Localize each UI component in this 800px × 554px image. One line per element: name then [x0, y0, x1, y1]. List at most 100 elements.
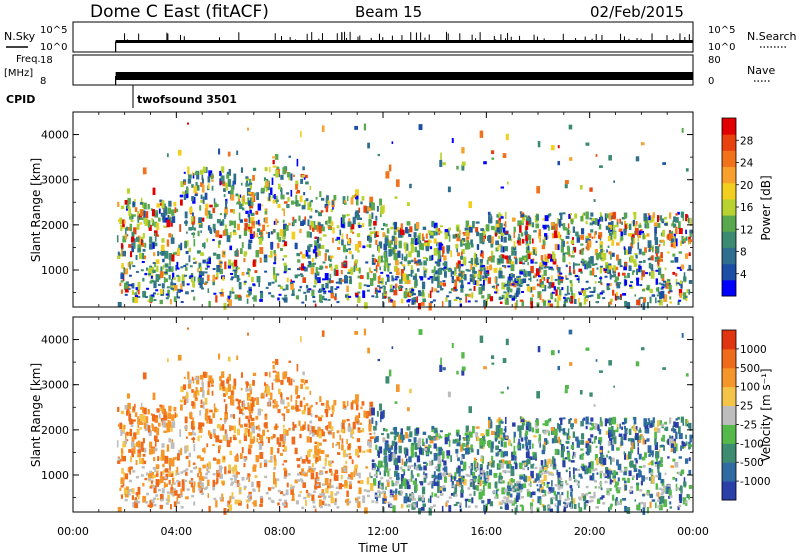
velocity-cell: [238, 439, 242, 444]
velocity-cell: [145, 416, 149, 424]
power-cell: [545, 256, 549, 264]
power-cell: [478, 286, 482, 295]
velocity-cell: [680, 416, 684, 423]
velocity-cell: [123, 424, 126, 430]
power-cell: [200, 182, 204, 188]
power-cell: [192, 257, 196, 260]
velocity-cell: [462, 448, 466, 451]
power-cell: [514, 258, 518, 265]
nave-right-tick-top: 80: [708, 55, 721, 66]
power-cell: [288, 222, 291, 226]
power-cell: [677, 267, 681, 270]
velocity-cell: [191, 376, 194, 381]
velocity-cell: [526, 421, 530, 427]
velocity-cell: [616, 487, 621, 494]
power-cell: [543, 261, 548, 266]
power-cell: [376, 205, 379, 212]
velocity-cell: [175, 470, 177, 476]
power-cell: [317, 248, 320, 254]
power-cell: [430, 301, 434, 304]
power-cell: [470, 243, 474, 248]
velocity-cell: [580, 448, 584, 451]
power-cell: [332, 227, 335, 234]
velocity-cell: [485, 475, 489, 478]
power-cell: [679, 280, 683, 285]
power-cell: [622, 292, 627, 296]
power-cell: [135, 270, 139, 273]
power-cell: [159, 288, 164, 296]
velocity-cell: [248, 405, 251, 412]
velocity-cell: [613, 385, 615, 388]
velocity-cell: [199, 488, 203, 494]
power-cell: [356, 215, 359, 219]
power-cell: [220, 292, 224, 297]
power-cell: [339, 229, 342, 236]
power-cell: [194, 193, 198, 197]
velocity-cell: [484, 481, 487, 486]
power-cell: [368, 267, 371, 273]
velocity-cell: [249, 409, 254, 414]
power-cell: [663, 240, 665, 246]
velocity-cell: [513, 445, 516, 453]
velocity-cell: [190, 480, 194, 488]
velocity-cell: [412, 480, 417, 485]
power-cell: [213, 228, 217, 232]
velocity-cell: [139, 422, 144, 426]
power-cell: [516, 299, 518, 307]
power-cell: [657, 259, 660, 267]
power-cell: [144, 255, 147, 260]
power-cell: [623, 275, 627, 279]
power-cell: [604, 275, 608, 278]
power-cell: [554, 243, 559, 250]
power-cell: [206, 265, 210, 268]
velocity-cell: [453, 504, 458, 507]
power-cell: [660, 218, 665, 222]
velocity-cell: [637, 440, 640, 447]
velocity-cell: [569, 485, 573, 489]
power-cell: [127, 262, 130, 268]
velocity-cell: [333, 473, 336, 481]
velocity-cell: [498, 472, 502, 479]
velocity-cell: [379, 471, 381, 476]
power-cell: [505, 231, 508, 234]
velocity-cell: [148, 448, 153, 455]
power-cell: [475, 254, 478, 263]
power-cell: [684, 253, 689, 259]
power-cell: [624, 279, 628, 286]
power-cell: [309, 185, 312, 190]
power-cell: [356, 233, 361, 238]
velocity-cell: [269, 371, 271, 378]
power-cell: [562, 223, 566, 230]
velocity-cell: [523, 474, 526, 481]
velocity-cell: [418, 496, 422, 502]
velocity-cell: [282, 372, 286, 380]
velocity-cell: [455, 467, 458, 474]
power-cell: [327, 298, 331, 301]
power-cell: [490, 150, 495, 155]
velocity-cell: [124, 498, 128, 502]
power-cell: [596, 267, 599, 270]
power-cell: [334, 293, 337, 297]
velocity-cell: [330, 413, 334, 417]
power-cell: [566, 228, 570, 235]
velocity-cell: [314, 450, 317, 457]
velocity-cell: [226, 376, 230, 380]
power-cell: [368, 214, 371, 221]
power-cell: [593, 231, 596, 239]
freq-panel: Freq. [MHz] 18 8 80 0 Nave: [4, 54, 775, 87]
velocity-cell: [495, 428, 499, 433]
power-cell: [351, 254, 354, 260]
velocity-cell: [545, 461, 549, 469]
power-cell: [411, 298, 415, 305]
velocity-cell: [654, 442, 659, 451]
power-cell: [548, 266, 553, 269]
power-cell: [501, 275, 505, 279]
power-cell: [442, 246, 445, 254]
power-cell: [642, 251, 646, 256]
velocity-cell: [429, 460, 433, 466]
power-cell: [431, 220, 435, 225]
power-cell: [595, 240, 598, 243]
power-cell: [542, 289, 546, 292]
velocity-cell: [190, 421, 194, 430]
power-cell: [489, 264, 493, 271]
